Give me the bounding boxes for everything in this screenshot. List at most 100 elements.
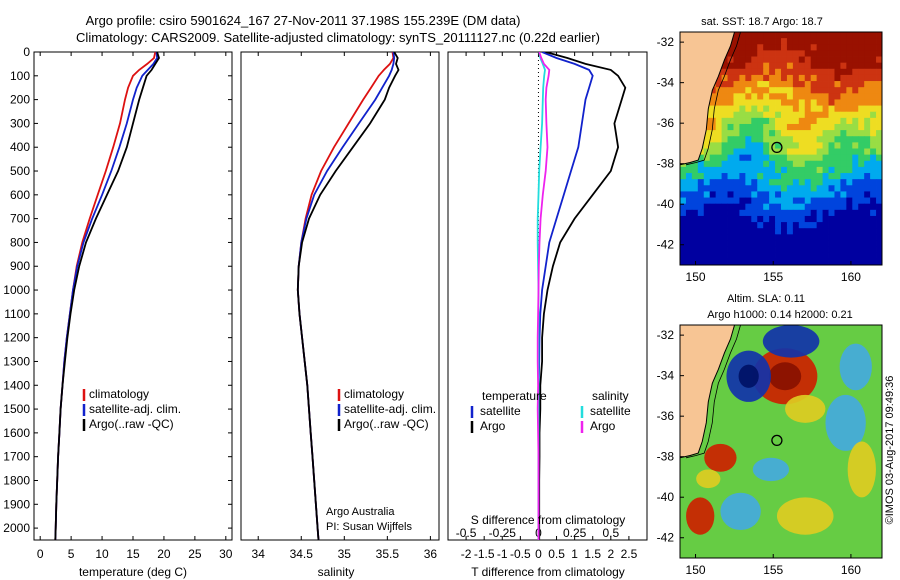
sst-cell: [757, 62, 764, 70]
sst-cell: [703, 136, 711, 143]
sst-cell: [858, 62, 865, 70]
sst-cell: [816, 62, 823, 70]
sst-cell: [727, 197, 734, 205]
sst-cell: [816, 81, 823, 88]
sst-cell: [715, 87, 722, 94]
sst-cell: [739, 111, 746, 119]
sst-cell: [804, 215, 812, 223]
sst-cell: [763, 246, 770, 254]
sst-cell: [846, 32, 853, 39]
sst-cell: [846, 185, 853, 192]
sst-cell: [828, 166, 835, 174]
sst-cell: [810, 209, 818, 217]
sst-cell: [816, 240, 823, 247]
sst-cell: [745, 123, 752, 131]
sst-cell: [834, 148, 841, 156]
sst-cell: [858, 130, 865, 137]
sst-cell: [751, 50, 758, 57]
y-tick-label: 1000: [3, 283, 30, 297]
sst-cell: [715, 252, 722, 260]
sst-cell: [810, 130, 818, 137]
sst-cell: [822, 38, 829, 45]
y-tick-label: 1300: [3, 354, 30, 368]
sst-cell: [721, 228, 728, 235]
sst-cell: [828, 228, 835, 235]
sst-cell: [846, 130, 853, 137]
sst-cell: [775, 209, 782, 217]
sst-cell: [804, 166, 812, 174]
x-tick-label: 0.5: [548, 547, 565, 561]
sst-cell: [864, 81, 871, 88]
sst-cell: [775, 38, 782, 45]
sst-cell: [703, 160, 711, 168]
sst-cell: [781, 215, 788, 223]
sst-cell: [792, 142, 800, 149]
sst-cell: [828, 93, 835, 100]
sst-cell: [816, 93, 823, 100]
sst-cell: [876, 93, 882, 100]
sst-cell: [763, 32, 770, 39]
sst-cell: [757, 56, 764, 64]
sst-cell: [840, 228, 847, 235]
sst-cell: [816, 166, 823, 174]
sst-cell: [846, 105, 853, 113]
temperature-lines: [54, 52, 160, 540]
sst-cell: [781, 117, 788, 125]
sst-cell: [792, 136, 800, 143]
sst-cell: [757, 32, 764, 39]
sst-cell: [727, 68, 734, 76]
sst-cell: [781, 81, 788, 88]
land-mass: [680, 32, 735, 165]
sst-cell: [822, 246, 829, 254]
sst-cell: [709, 166, 717, 174]
y-tick-label: 1800: [3, 473, 30, 487]
sst-cell: [745, 111, 752, 119]
sst-cell: [745, 148, 752, 156]
sst-cell: [751, 246, 758, 254]
sst-cell: [876, 105, 882, 113]
sst-cell: [810, 99, 818, 106]
sst-cell: [775, 142, 782, 149]
sst-cell: [804, 154, 812, 162]
sst-cell: [792, 50, 800, 57]
sst-cell: [834, 56, 841, 64]
sst-cell: [876, 197, 882, 205]
sst-cell: [703, 154, 711, 162]
x-tick-label: 35: [338, 547, 352, 561]
sst-cell: [864, 252, 871, 260]
sst-cell: [685, 228, 693, 235]
x-tick-label: 30: [219, 547, 233, 561]
sst-cell: [876, 123, 882, 131]
sst-cell: [751, 252, 758, 260]
sst-cell: [852, 142, 859, 149]
sst-cell: [864, 105, 871, 113]
sst-cell: [810, 142, 818, 149]
sst-cell: [810, 50, 818, 57]
legend-label: climatology: [89, 387, 149, 401]
sst-cell: [876, 185, 882, 192]
sst-cell: [739, 197, 746, 205]
sst-cell: [733, 74, 740, 82]
series-line-4: [536, 52, 551, 540]
sst-cell: [786, 68, 794, 76]
sst-cell: [798, 215, 806, 223]
credit-line-2: PI: Susan Wijffels: [326, 521, 412, 533]
sst-cell: [828, 56, 835, 64]
sst-cell: [685, 203, 693, 211]
sst-cell: [876, 74, 882, 82]
shelf-contour: [685, 325, 741, 459]
sst-cell: [786, 99, 794, 106]
sst-cell: [745, 166, 752, 174]
coastline: [680, 32, 736, 166]
sst-cell: [852, 246, 859, 254]
sst-cell: [870, 130, 877, 137]
sst-cell: [828, 105, 835, 113]
sst-cell: [792, 160, 800, 168]
sst-cell: [822, 130, 829, 137]
sst-cell: [769, 228, 776, 235]
sst-cell: [691, 185, 699, 192]
sst-cell: [828, 179, 835, 186]
sst-cell: [697, 222, 705, 229]
sst-cell: [816, 38, 823, 45]
sst-cell: [828, 160, 835, 168]
